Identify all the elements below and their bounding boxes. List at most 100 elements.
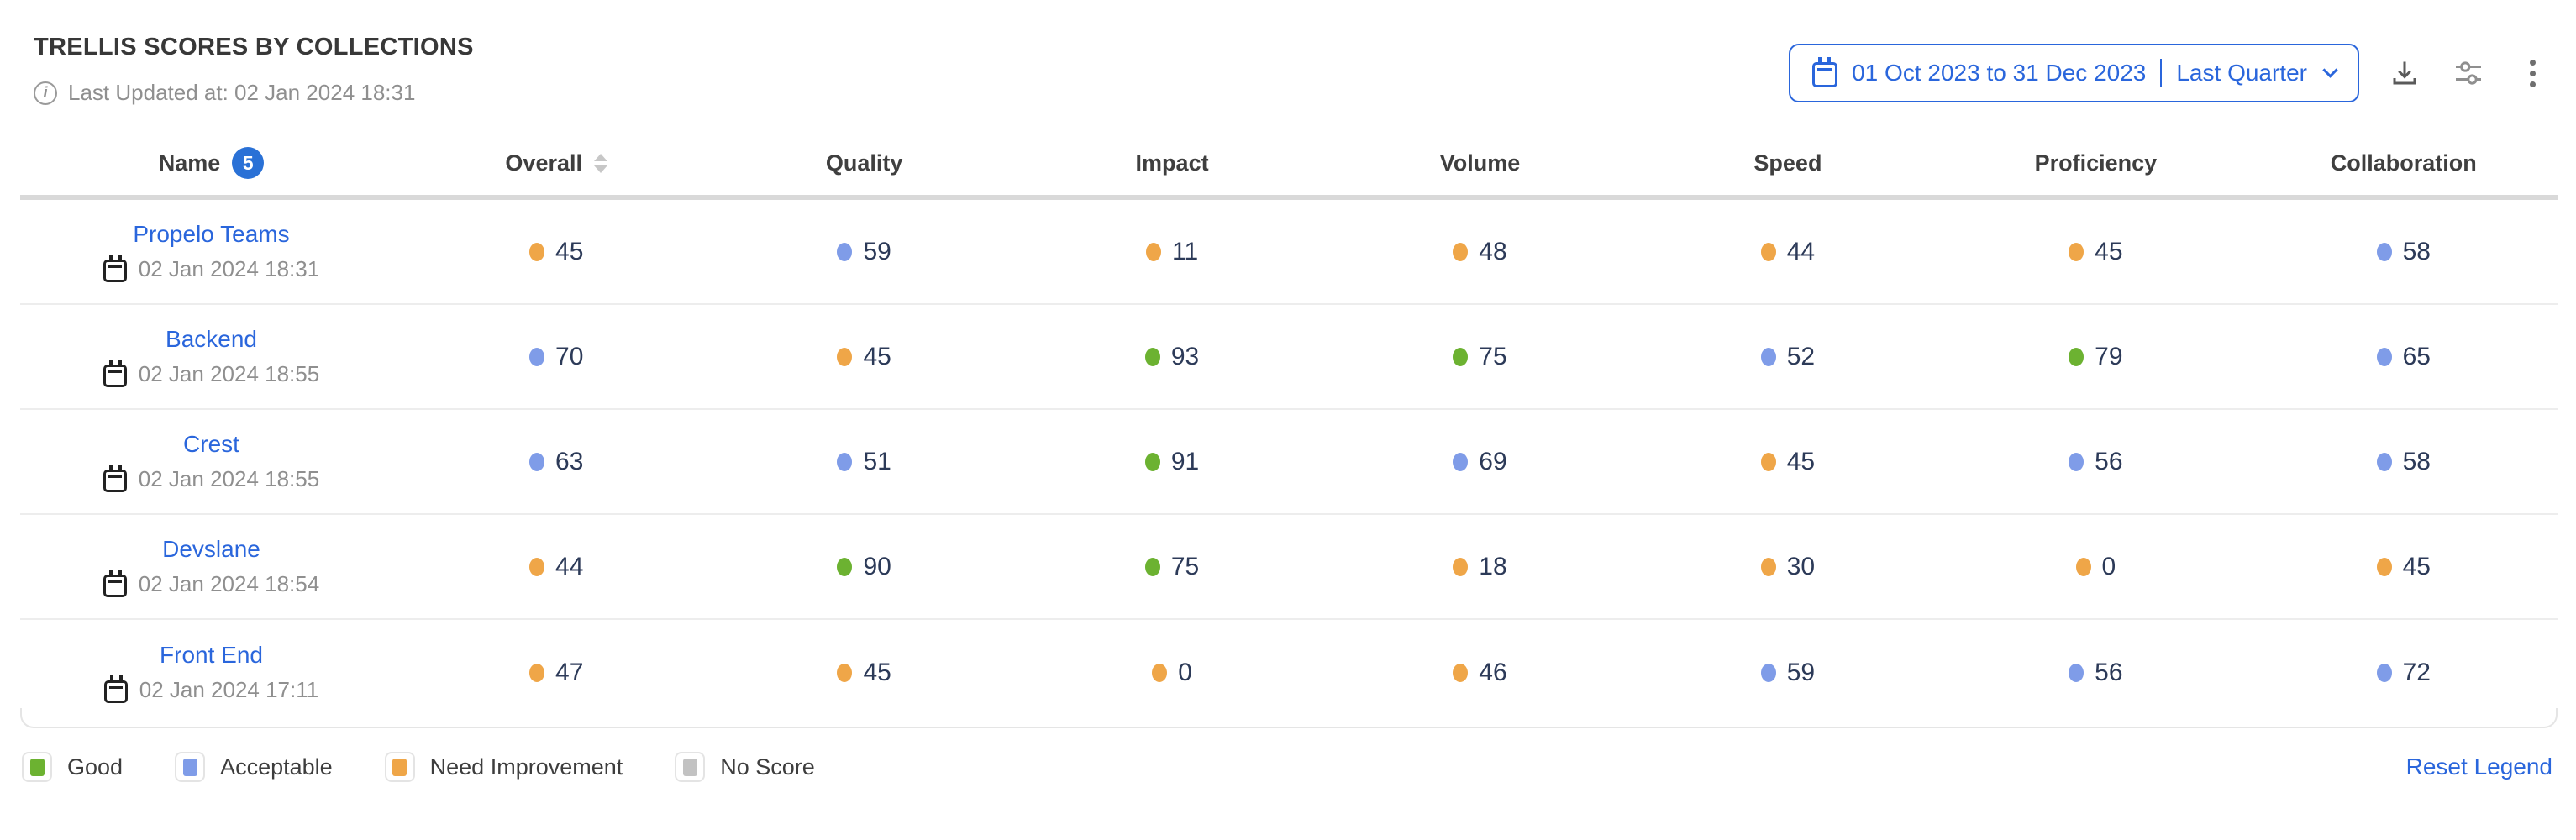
legend-swatch bbox=[182, 758, 197, 776]
column-header-label: Impact bbox=[1135, 150, 1209, 176]
more-options-button[interactable] bbox=[2514, 55, 2551, 92]
date-range-picker[interactable]: 01 Oct 2023 to 31 Dec 2023 Last Quarter bbox=[1789, 44, 2359, 102]
page-title: TRELLIS SCORES BY COLLECTIONS bbox=[34, 34, 474, 60]
score-dot bbox=[2069, 452, 2084, 471]
column-header-label: Proficiency bbox=[2034, 150, 2158, 176]
score-value: 45 bbox=[863, 658, 891, 686]
score-value: 91 bbox=[1170, 447, 1200, 475]
kebab-menu-icon bbox=[2529, 59, 2536, 87]
name-cell: Crest 02 Jan 2024 18:55 bbox=[20, 431, 402, 492]
name-cell: Backend 02 Jan 2024 18:55 bbox=[20, 326, 402, 387]
legend-item-no-score[interactable]: No Score bbox=[675, 752, 815, 782]
column-header-collaboration: Collaboration bbox=[2250, 150, 2558, 176]
calendar-icon bbox=[103, 570, 127, 597]
collection-link[interactable]: Backend bbox=[166, 326, 257, 352]
info-icon[interactable]: i bbox=[34, 81, 57, 105]
table-row: Front End 02 Jan 2024 17:11 47 45 0 46 5… bbox=[20, 620, 2558, 725]
legend-item-need-improvement[interactable]: Need Improvement bbox=[384, 752, 623, 782]
score-dot bbox=[837, 452, 853, 471]
score-value: 69 bbox=[1479, 447, 1507, 475]
score-dot bbox=[2376, 347, 2392, 366]
score-value: 51 bbox=[863, 447, 891, 475]
score-value: 58 bbox=[2402, 447, 2431, 475]
download-icon bbox=[2393, 61, 2416, 85]
score-cell: 75 bbox=[1326, 343, 1633, 371]
score-value: 0 bbox=[1178, 658, 1192, 686]
collection-link[interactable]: Devslane bbox=[162, 536, 260, 562]
legend: Good Acceptable Need Improvement No Scor… bbox=[22, 752, 815, 782]
score-value: 47 bbox=[555, 658, 584, 686]
row-updated-text: 02 Jan 2024 17:11 bbox=[139, 677, 319, 702]
score-cell: 90 bbox=[710, 553, 1017, 581]
date-preset-label: Last Quarter bbox=[2176, 60, 2307, 86]
score-value: 11 bbox=[1171, 237, 1199, 265]
reset-legend-link[interactable]: Reset Legend bbox=[2405, 753, 2552, 780]
name-cell: Propelo Teams 02 Jan 2024 18:31 bbox=[20, 221, 402, 282]
score-value: 56 bbox=[2095, 447, 2123, 475]
score-dot bbox=[2069, 347, 2084, 366]
name-cell: Devslane 02 Jan 2024 18:54 bbox=[20, 536, 402, 597]
legend-swatch-box bbox=[675, 752, 706, 782]
last-updated: i Last Updated at: 02 Jan 2024 18:31 bbox=[34, 80, 474, 106]
score-value: 56 bbox=[2095, 658, 2123, 686]
score-dot bbox=[1453, 663, 1469, 682]
score-dot bbox=[1453, 347, 1469, 366]
score-value: 70 bbox=[555, 342, 584, 370]
score-dot bbox=[837, 557, 853, 576]
score-cell: 30 bbox=[1634, 553, 1942, 581]
legend-bar: Good Acceptable Need Improvement No Scor… bbox=[0, 728, 2576, 782]
widget-settings-button[interactable] bbox=[2450, 55, 2487, 92]
score-cell: 45 bbox=[2250, 553, 2558, 581]
column-header-proficiency: Proficiency bbox=[1942, 150, 2249, 176]
score-value: 79 bbox=[2095, 342, 2123, 370]
score-cell: 59 bbox=[710, 238, 1017, 266]
legend-swatch bbox=[682, 758, 697, 776]
score-cell: 93 bbox=[1018, 343, 1326, 371]
column-header-name: Name 5 bbox=[20, 147, 402, 179]
score-cell: 45 bbox=[1942, 238, 2249, 266]
sliders-icon bbox=[2456, 61, 2481, 85]
score-dot bbox=[2069, 663, 2084, 682]
collection-link[interactable]: Propelo Teams bbox=[133, 221, 290, 247]
collection-link[interactable]: Front End bbox=[160, 642, 263, 668]
score-cell: 48 bbox=[1326, 238, 1633, 266]
sort-icon[interactable] bbox=[593, 153, 607, 173]
row-updated-text: 02 Jan 2024 18:55 bbox=[138, 361, 320, 386]
score-dot bbox=[1144, 452, 1160, 471]
score-cell: 45 bbox=[1634, 448, 1942, 476]
score-dot bbox=[2376, 663, 2392, 682]
score-value: 65 bbox=[2402, 342, 2431, 370]
collection-link[interactable]: Crest bbox=[183, 431, 239, 457]
score-value: 45 bbox=[2095, 237, 2123, 265]
score-value: 45 bbox=[2402, 552, 2431, 580]
score-cell: 45 bbox=[402, 238, 710, 266]
score-dot bbox=[2376, 557, 2392, 576]
table-row: Propelo Teams 02 Jan 2024 18:31 45 59 11… bbox=[20, 200, 2558, 305]
score-value: 48 bbox=[1479, 237, 1507, 265]
score-dot bbox=[1453, 242, 1469, 261]
legend-swatch-box bbox=[384, 752, 415, 782]
column-header-overall[interactable]: Overall bbox=[402, 150, 710, 176]
column-header-label: Quality bbox=[825, 150, 903, 176]
table-row: Crest 02 Jan 2024 18:55 63 51 91 69 45 5… bbox=[20, 410, 2558, 515]
calendar-icon bbox=[1812, 57, 1838, 87]
legend-item-acceptable[interactable]: Acceptable bbox=[175, 752, 333, 782]
score-dot bbox=[837, 347, 853, 366]
row-updated: 02 Jan 2024 18:31 bbox=[103, 255, 319, 282]
legend-item-good[interactable]: Good bbox=[22, 752, 123, 782]
score-cell: 0 bbox=[1018, 659, 1326, 687]
row-count-badge: 5 bbox=[232, 147, 265, 179]
download-button[interactable] bbox=[2386, 55, 2423, 92]
score-cell: 18 bbox=[1326, 553, 1633, 581]
score-value: 75 bbox=[1170, 552, 1200, 580]
score-value: 18 bbox=[1479, 552, 1507, 580]
score-cell: 91 bbox=[1018, 448, 1326, 476]
score-dot bbox=[1453, 452, 1469, 471]
score-value: 45 bbox=[555, 237, 584, 265]
column-header-volume: Volume bbox=[1326, 150, 1633, 176]
column-header-label: Name bbox=[158, 150, 221, 176]
score-cell: 52 bbox=[1634, 343, 1942, 371]
score-value: 44 bbox=[555, 552, 584, 580]
row-updated: 02 Jan 2024 18:55 bbox=[103, 360, 320, 387]
score-value: 45 bbox=[1786, 447, 1816, 475]
